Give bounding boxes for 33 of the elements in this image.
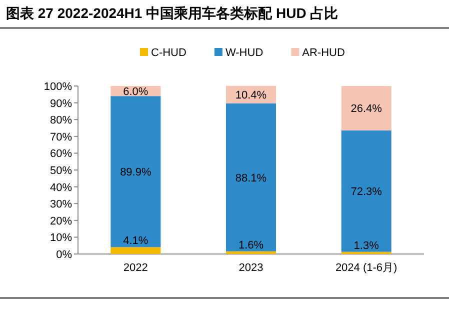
y-tick-label: 60% xyxy=(50,148,72,160)
data-label: 72.3% xyxy=(350,186,382,198)
bar xyxy=(110,96,161,248)
legend-label: W-HUD xyxy=(225,47,264,59)
y-tick-label: 30% xyxy=(50,198,72,211)
x-tick-label: 2022 xyxy=(123,262,148,274)
legend-label: C-HUD xyxy=(151,47,186,59)
x-tick-label: 2024 (1-6月) xyxy=(335,262,398,274)
data-label: 89.9% xyxy=(120,166,152,179)
bar xyxy=(226,103,276,252)
data-label: 1.3% xyxy=(354,240,380,252)
data-label: 6.0% xyxy=(123,86,148,98)
bar xyxy=(341,130,392,252)
y-tick-label: 80% xyxy=(50,114,72,127)
data-label: 1.6% xyxy=(238,239,264,252)
y-tick-label: 0% xyxy=(56,249,72,261)
y-tick-label: 40% xyxy=(50,182,72,194)
bar xyxy=(110,247,161,254)
legend-label: AR-HUD xyxy=(302,47,345,59)
y-tick-label: 90% xyxy=(50,98,72,110)
data-label: 4.1% xyxy=(123,235,148,248)
bar xyxy=(226,251,276,254)
y-tick-label: 70% xyxy=(50,131,72,144)
y-tick-label: 50% xyxy=(50,165,72,177)
x-tick-label: 2023 xyxy=(238,262,264,274)
y-tick-label: 100% xyxy=(44,81,72,93)
chart-title: 图表 27 2022-2024H1 中国乘用车各类标配 HUD 占比 xyxy=(6,5,338,21)
y-tick-label: 10% xyxy=(50,232,72,244)
bar xyxy=(341,86,392,130)
data-label: 26.4% xyxy=(350,103,382,116)
data-label: 88.1% xyxy=(235,172,267,184)
y-tick-label: 20% xyxy=(50,215,72,228)
data-label: 10.4% xyxy=(235,90,267,102)
